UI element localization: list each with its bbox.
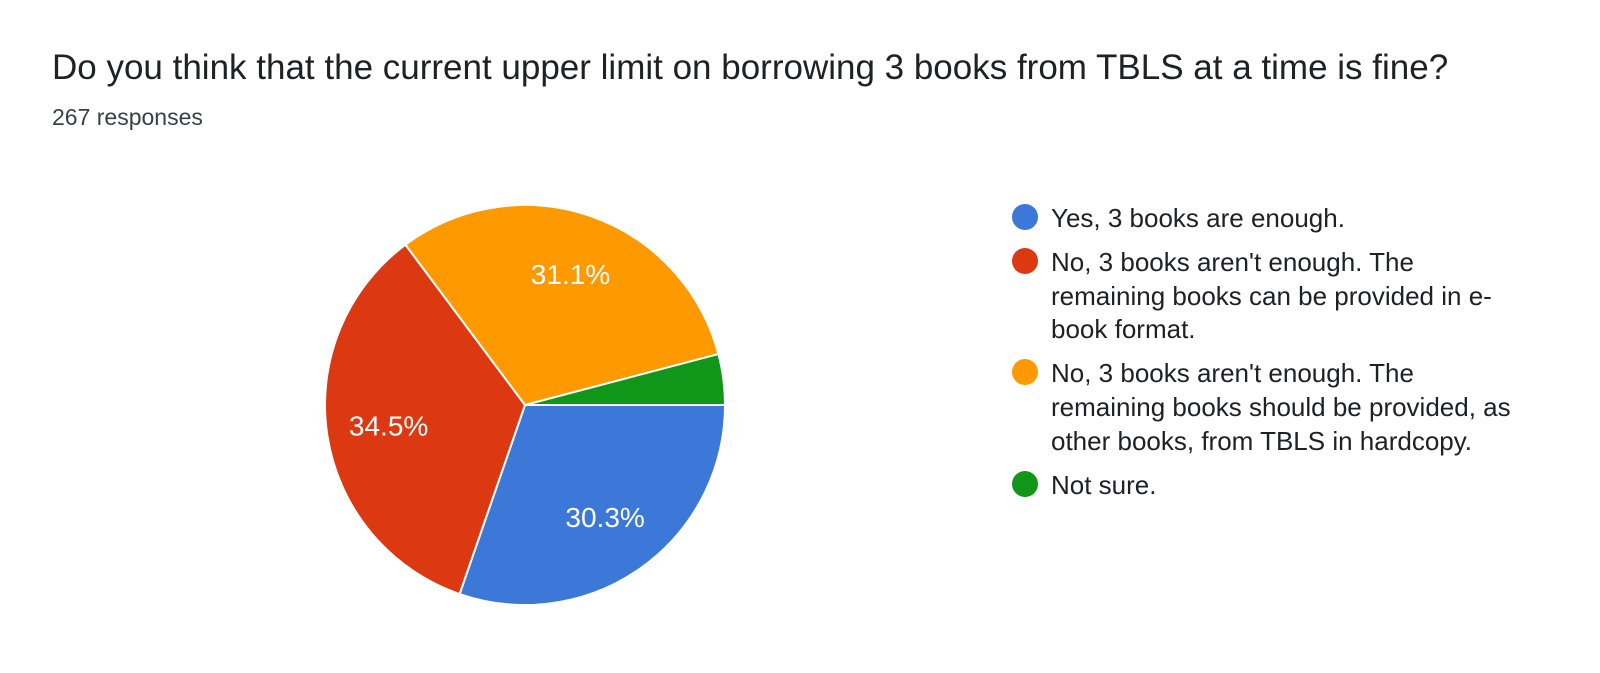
svg-text:34.5%: 34.5% [349, 411, 428, 442]
svg-text:30.3%: 30.3% [565, 502, 644, 533]
svg-text:31.1%: 31.1% [531, 259, 610, 290]
